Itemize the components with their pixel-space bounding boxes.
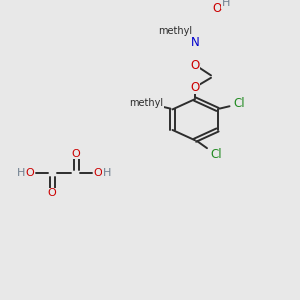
- Text: H: H: [103, 169, 111, 178]
- Text: O: O: [190, 81, 200, 94]
- Text: H: H: [222, 0, 230, 8]
- Text: O: O: [26, 169, 34, 178]
- Text: H: H: [17, 169, 25, 178]
- Text: methyl: methyl: [158, 26, 192, 36]
- Text: methyl: methyl: [129, 98, 164, 108]
- Text: O: O: [190, 58, 200, 72]
- Text: O: O: [212, 2, 222, 15]
- Text: Cl: Cl: [234, 98, 245, 110]
- Text: O: O: [94, 169, 102, 178]
- Text: N: N: [190, 37, 200, 50]
- Text: O: O: [72, 149, 80, 159]
- Text: O: O: [48, 188, 56, 198]
- Text: Cl: Cl: [210, 148, 222, 161]
